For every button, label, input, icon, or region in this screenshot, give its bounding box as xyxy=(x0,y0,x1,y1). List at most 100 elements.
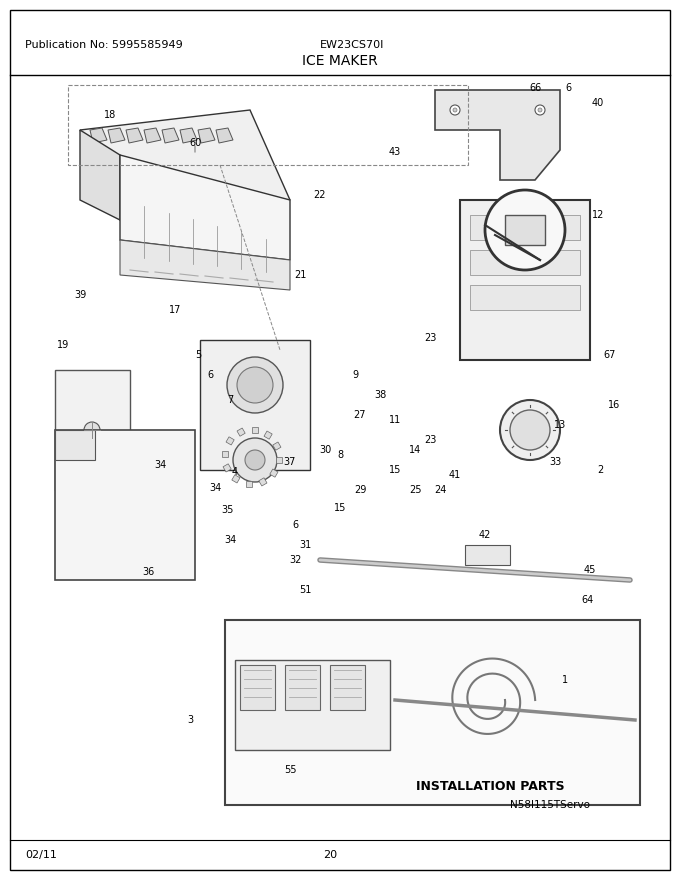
Bar xyxy=(505,215,545,245)
Text: 24: 24 xyxy=(434,485,446,495)
Circle shape xyxy=(237,367,273,403)
Text: 9: 9 xyxy=(352,370,358,380)
Text: 41: 41 xyxy=(449,470,461,480)
Polygon shape xyxy=(80,110,290,220)
Polygon shape xyxy=(55,370,130,490)
Circle shape xyxy=(535,105,545,115)
Bar xyxy=(246,481,252,487)
Circle shape xyxy=(233,438,277,482)
Text: 23: 23 xyxy=(424,333,436,343)
Text: 29: 29 xyxy=(354,485,367,495)
Circle shape xyxy=(500,400,560,460)
Bar xyxy=(470,215,580,240)
Polygon shape xyxy=(216,128,233,143)
Text: 36: 36 xyxy=(142,567,154,577)
Text: 22: 22 xyxy=(313,190,326,200)
Bar xyxy=(470,250,580,275)
Text: 33: 33 xyxy=(549,457,561,467)
Text: 38: 38 xyxy=(374,390,386,400)
Polygon shape xyxy=(198,128,215,143)
Text: 3: 3 xyxy=(187,715,193,725)
Circle shape xyxy=(485,190,565,270)
Bar xyxy=(240,665,275,710)
Text: 4: 4 xyxy=(232,467,238,477)
Bar xyxy=(68,85,468,165)
Polygon shape xyxy=(80,130,120,220)
Text: 18: 18 xyxy=(104,110,116,120)
Text: 51: 51 xyxy=(299,585,311,595)
Text: 55: 55 xyxy=(284,765,296,775)
Text: 30: 30 xyxy=(319,445,331,455)
Text: 35: 35 xyxy=(222,505,234,515)
Text: INSTALLATION PARTS: INSTALLATION PARTS xyxy=(415,780,564,793)
Text: 25: 25 xyxy=(409,485,421,495)
Text: 15: 15 xyxy=(389,465,401,475)
Text: Publication No: 5995585949: Publication No: 5995585949 xyxy=(25,40,183,50)
Bar xyxy=(226,436,234,445)
Text: 14: 14 xyxy=(409,445,421,455)
Text: 40: 40 xyxy=(592,98,604,108)
Text: 43: 43 xyxy=(389,147,401,157)
Bar xyxy=(285,665,320,710)
Circle shape xyxy=(450,105,460,115)
Circle shape xyxy=(538,108,542,112)
Text: 1: 1 xyxy=(562,675,568,685)
Text: 17: 17 xyxy=(169,305,181,315)
Text: 6: 6 xyxy=(207,370,213,380)
Polygon shape xyxy=(90,128,107,143)
Polygon shape xyxy=(55,430,95,460)
Text: 39: 39 xyxy=(74,290,86,300)
Text: 66: 66 xyxy=(529,83,541,93)
Text: 02/11: 02/11 xyxy=(25,850,57,860)
Circle shape xyxy=(245,450,265,470)
Text: 19: 19 xyxy=(57,340,69,350)
Bar xyxy=(465,545,510,565)
Bar xyxy=(470,285,580,310)
Circle shape xyxy=(84,422,100,438)
Text: 23: 23 xyxy=(424,435,436,445)
Bar xyxy=(460,200,590,360)
Text: 34: 34 xyxy=(224,535,236,545)
Bar xyxy=(270,469,278,477)
Bar xyxy=(273,442,281,451)
Text: 42: 42 xyxy=(479,530,491,540)
Text: 32: 32 xyxy=(289,555,301,565)
Text: 5: 5 xyxy=(195,350,201,360)
Text: 37: 37 xyxy=(284,457,296,467)
Polygon shape xyxy=(435,90,560,180)
Text: 15: 15 xyxy=(334,503,346,513)
Text: 34: 34 xyxy=(154,460,166,470)
Bar xyxy=(276,457,282,463)
Bar xyxy=(225,620,640,805)
Polygon shape xyxy=(55,430,195,580)
Text: 31: 31 xyxy=(299,540,311,550)
Text: 13: 13 xyxy=(554,420,566,430)
Polygon shape xyxy=(120,240,290,290)
Circle shape xyxy=(510,410,550,450)
Text: 2: 2 xyxy=(597,465,603,475)
Text: EW23CS70I: EW23CS70I xyxy=(320,40,384,50)
Text: 21: 21 xyxy=(294,270,306,280)
Text: 11: 11 xyxy=(389,415,401,425)
Polygon shape xyxy=(144,128,161,143)
Bar xyxy=(200,340,310,470)
Polygon shape xyxy=(126,128,143,143)
Bar xyxy=(330,665,365,710)
Bar xyxy=(252,427,258,433)
Circle shape xyxy=(227,357,283,413)
Text: 12: 12 xyxy=(592,210,605,220)
Text: ICE MAKER: ICE MAKER xyxy=(302,54,378,68)
Circle shape xyxy=(453,108,457,112)
Polygon shape xyxy=(108,128,125,143)
Bar xyxy=(222,451,228,457)
Text: 6: 6 xyxy=(292,520,298,530)
Bar xyxy=(223,464,231,472)
Text: 45: 45 xyxy=(584,565,596,575)
Text: 67: 67 xyxy=(604,350,616,360)
Text: 16: 16 xyxy=(608,400,620,410)
Polygon shape xyxy=(120,155,290,260)
Bar xyxy=(235,660,390,750)
Text: 60: 60 xyxy=(189,138,201,148)
Text: 34: 34 xyxy=(209,483,221,493)
Text: 20: 20 xyxy=(323,850,337,860)
